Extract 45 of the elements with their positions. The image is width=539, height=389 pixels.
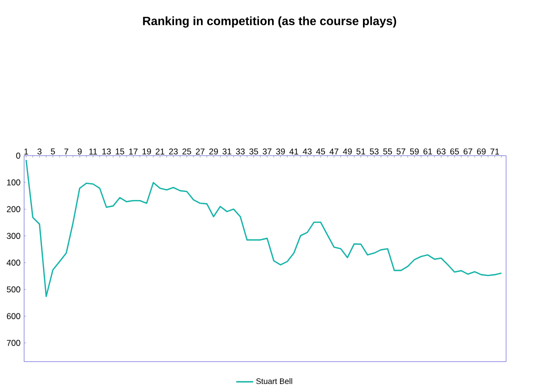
x-tick-label: 11: [89, 148, 98, 154]
x-tick-label: 9: [78, 148, 82, 154]
x-tick-label: 49: [342, 148, 352, 154]
x-tick-label: 33: [236, 148, 245, 154]
x-tick-label: 35: [249, 148, 258, 154]
x-tick-label: 61: [424, 148, 432, 154]
x-tick-label: 23: [169, 148, 178, 154]
x-tick-label: 47: [330, 148, 338, 154]
x-tick-label: 3: [37, 148, 42, 154]
x-tick-label: 15: [116, 148, 124, 154]
x-tick-label: 21: [156, 148, 164, 154]
x-tick-label: 43: [302, 148, 312, 154]
y-tick-label: 400: [6, 259, 20, 266]
x-tick-label: 13: [102, 148, 111, 154]
x-tick-label: 41: [289, 148, 298, 154]
y-tick-label: 0: [16, 152, 20, 158]
x-tick-label: 37: [262, 148, 272, 154]
x-tick-label: 45: [316, 148, 326, 154]
y-tick-label: 100: [7, 179, 20, 186]
x-tick-label: 27: [196, 148, 204, 154]
x-tick-label: 65: [450, 148, 459, 154]
x-tick-label: 7: [64, 148, 68, 154]
x-tick-label: 51: [356, 148, 366, 154]
x-tick-label: 29: [209, 148, 218, 154]
y-tick-label: 300: [6, 232, 20, 239]
x-tick-label: 31: [222, 148, 232, 154]
x-tick-label: 17: [129, 148, 138, 154]
x-tick-label: 19: [142, 148, 151, 154]
y-tick-label: 600: [6, 312, 20, 319]
x-tick-label: 63: [436, 148, 446, 154]
x-tick-label: 1: [24, 148, 28, 154]
x-tick-label: 53: [370, 148, 379, 154]
y-tick-label: 200: [6, 206, 20, 212]
x-tick-label: 71: [490, 148, 500, 154]
x-tick-label: 55: [383, 148, 392, 154]
chart-title: Ranking in competition (as the course plays): [143, 16, 396, 28]
x-tick-label: 69: [477, 148, 486, 154]
x-tick-label: 57: [396, 148, 406, 154]
x-tick-label: 5: [50, 148, 55, 154]
y-tick-label: 500: [6, 286, 20, 292]
y-tick-label: 700: [6, 340, 20, 346]
x-tick-label: 67: [464, 148, 472, 154]
x-tick-label: 59: [410, 148, 419, 154]
x-tick-label: 25: [182, 148, 192, 154]
x-tick-label: 39: [276, 148, 285, 154]
